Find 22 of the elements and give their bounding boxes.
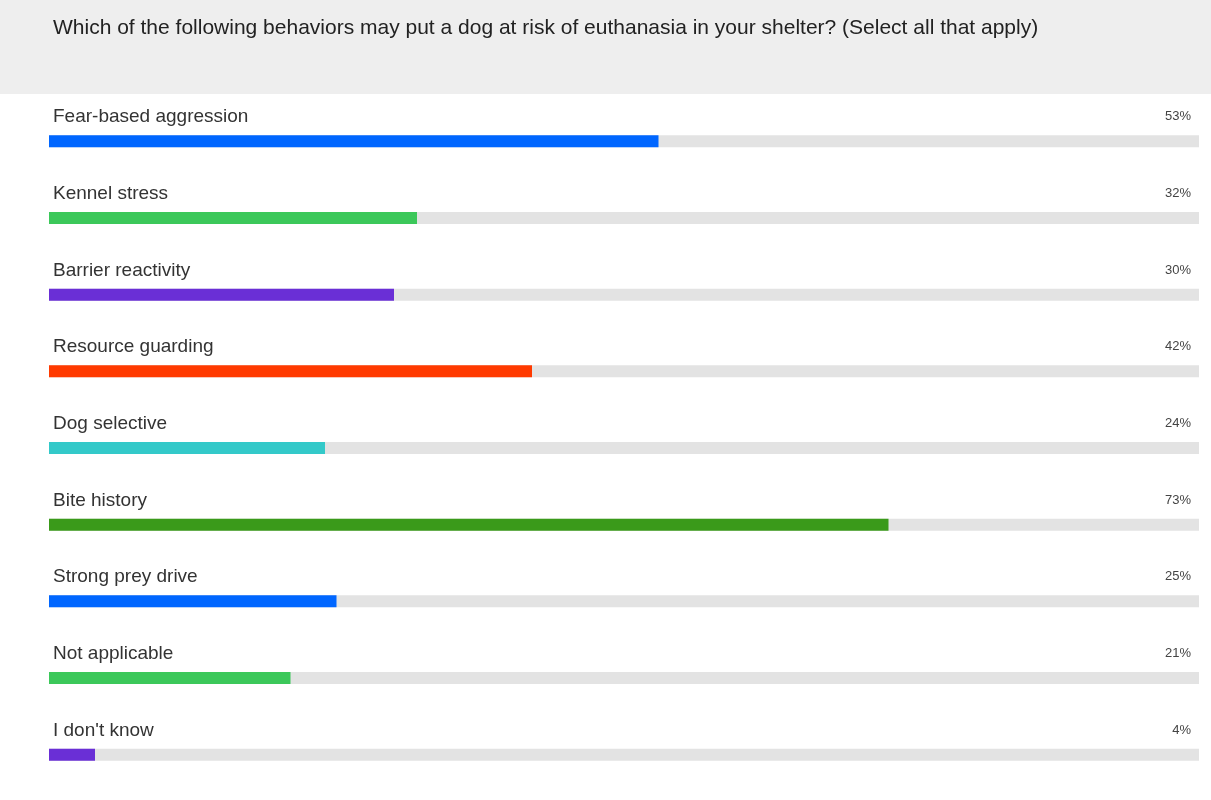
- bar: [49, 672, 291, 684]
- y-tick-label: Strong prey drive: [53, 565, 198, 587]
- y-tick-label: Resource guarding: [53, 335, 214, 357]
- y-tick-label: Barrier reactivity: [53, 258, 191, 280]
- data-label: 73%: [1164, 491, 1192, 507]
- data-label: 24%: [1164, 415, 1192, 430]
- data-label: 30%: [1164, 261, 1192, 277]
- data-label: 21%: [1164, 645, 1192, 660]
- data-label: 53%: [1164, 108, 1192, 124]
- y-tick-label: Dog selective: [53, 412, 168, 433]
- y-tick-label: Bite history: [53, 488, 148, 510]
- chart-title: Which of the following behaviors may put a dog at risk of euthanasia in your shelter? (Select all that apply): [0, 0, 1211, 94]
- data-label: 25%: [1164, 568, 1192, 584]
- bar: [49, 442, 325, 454]
- y-tick-label: Not applicable: [53, 642, 174, 663]
- bar: [49, 748, 95, 761]
- y-tick-label: I don't know: [53, 718, 155, 740]
- data-label: 32%: [1164, 185, 1192, 200]
- y-tick-label: Fear-based aggression: [53, 105, 249, 127]
- y-tick-label: Kennel stress: [53, 182, 169, 203]
- data-label: 4%: [1172, 721, 1192, 737]
- data-label: 42%: [1164, 338, 1192, 354]
